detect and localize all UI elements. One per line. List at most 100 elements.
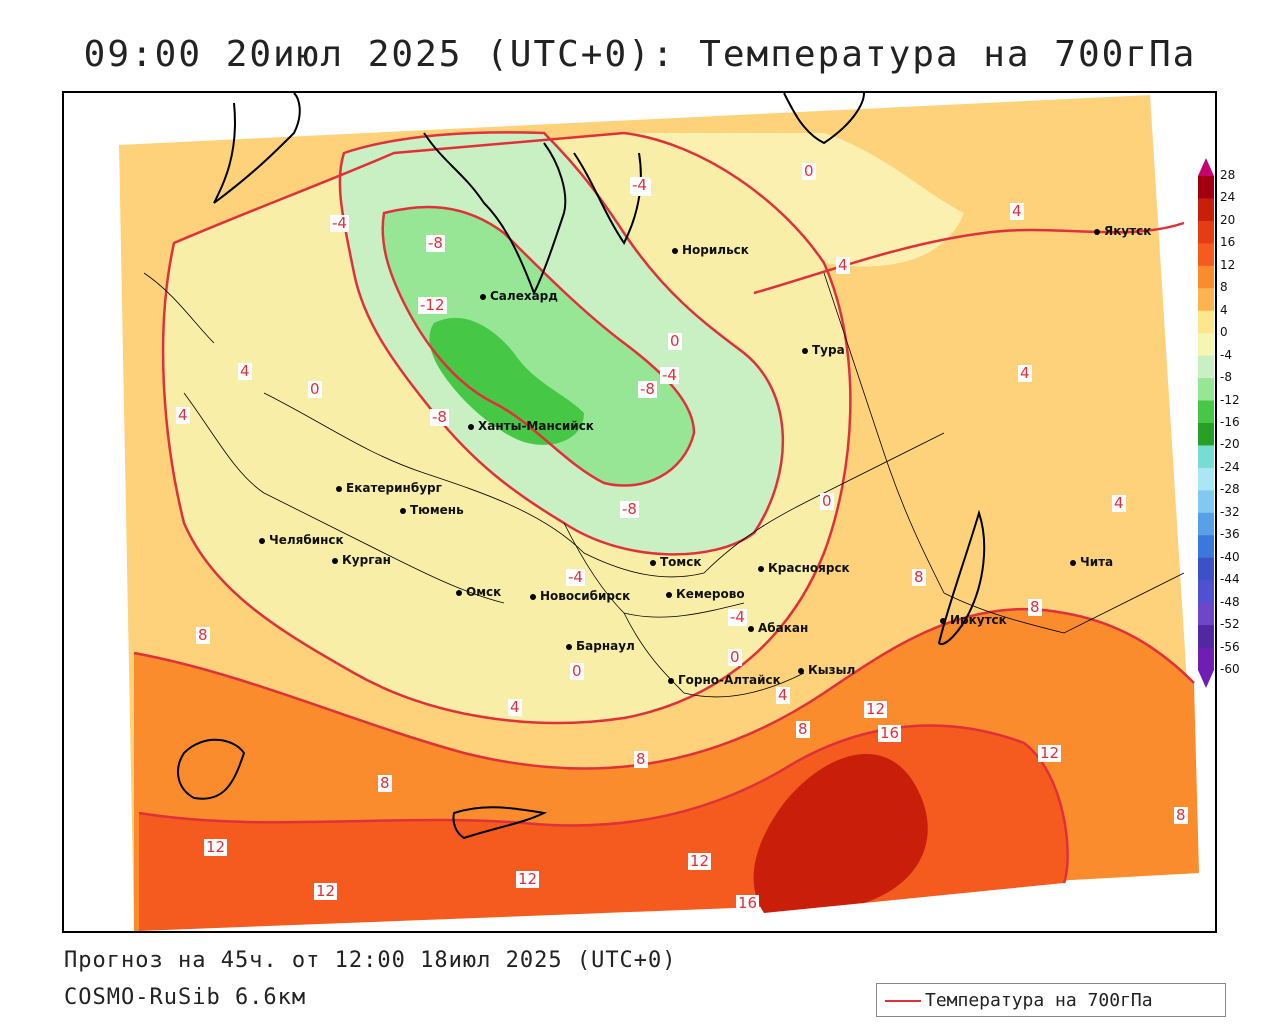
city-dot [456,589,462,596]
colorbar-tick-label: 4 [1220,302,1228,317]
colorbar-tick-label: -12 [1220,392,1240,407]
contour-label: 4 [1018,364,1032,382]
colorbar-tick-label: -48 [1220,594,1240,609]
colorbar-segment [1198,333,1214,357]
isotherm-minus4 [338,131,785,556]
colorbar-segment [1198,512,1214,536]
colorbar-segment [1198,647,1214,671]
city-tomsk: Томск [650,555,702,569]
city-barnaul: Барнаул [566,639,635,653]
contour-label: -12 [418,296,447,314]
contour-label: 4 [176,406,190,424]
colorbar-segment [1198,310,1214,334]
city-dot [940,617,946,624]
field-zone-16 [753,754,928,913]
city-novosibirsk: Новосибирск [530,589,630,603]
contour-label: 8 [912,568,926,586]
contour-label: 0 [570,662,584,680]
contour-label: 0 [308,380,322,398]
map-panel: Салехард Норильск Якутск Тура Ханты-Манс… [62,91,1217,933]
colorbar-segment [1198,243,1214,267]
colorbar-tick-label: 0 [1220,325,1228,340]
forecast-info: Прогноз на 45ч. от 12:00 18июл 2025 (UTC… [64,948,677,973]
city-dot [650,559,656,566]
contour-label: 4 [508,698,522,716]
city-dot [802,347,808,354]
colorbar-segment [1198,400,1214,424]
contour-label: 4 [238,362,252,380]
isotherm-0 [161,131,852,725]
colorbar-tick-label: -52 [1220,617,1240,632]
colorbar-top-arrow [1198,158,1214,176]
contour-label: -8 [638,380,657,398]
colorbar-segment [1198,625,1214,649]
colorbar-tick-label: -32 [1220,504,1240,519]
map-title: 09:00 20июл 2025 (UTC+0): Температура на… [83,34,1197,75]
colorbar-segment [1198,288,1214,312]
city-ekaterinburg: Екатеринбург [336,481,442,495]
colorbar-tick-label: 16 [1220,235,1236,250]
colorbar [1198,158,1214,688]
city-gorno-altaysk: Горно-Алтайск [668,673,781,687]
baikal-outline [937,509,986,645]
contour-label: -4 [330,214,349,232]
city-dot [468,423,474,430]
colorbar-tick-label: -4 [1220,347,1232,362]
colorbar-segment [1198,490,1214,514]
contour-label: 12 [204,838,228,856]
contour-label: 8 [796,720,810,738]
contour-label: 12 [688,852,712,870]
contour-label: 8 [1028,598,1042,616]
colorbar-segment [1198,220,1214,244]
contour-label: 12 [516,870,540,888]
isotherm-4 [753,221,1185,295]
colorbar-tick-label: -44 [1220,572,1240,587]
city-dot [798,667,804,674]
colorbar-tick-label: -8 [1220,370,1232,385]
city-dot [530,593,536,600]
city-dot [1094,228,1100,235]
contour-label: 4 [1010,202,1024,220]
colorbar-tick-label: -36 [1220,527,1240,542]
city-dot [748,625,754,632]
colorbar-segment [1198,265,1214,289]
colorbar-bottom-arrow [1198,670,1214,688]
contour-label: 8 [196,626,210,644]
city-omsk: Омск [456,585,501,599]
city-norilsk: Норильск [672,243,749,257]
legend-line-swatch [885,1000,921,1002]
contour-label: 16 [878,724,902,742]
contour-label: 16 [736,894,760,912]
colorbar-tick-label: 24 [1220,190,1236,205]
colorbar-segment [1198,557,1214,581]
city-chita: Чита [1070,555,1113,569]
city-dot [668,677,674,684]
city-tyumen: Тюмень [400,503,464,517]
field-zone-north [624,133,964,267]
city-abakan: Абакан [748,621,808,635]
city-dot [259,537,265,544]
model-info: COSMO-RuSib 6.6км [64,985,307,1010]
colorbar-tick-label: -56 [1220,639,1240,654]
contour-label: 0 [668,332,682,350]
caspian-outline [177,738,246,800]
city-khanty-mansiysk: Ханты-Мансийск [468,419,594,433]
field-zone-minus12 [429,317,584,445]
contour-label: 0 [728,648,742,666]
contour-label: 4 [1112,494,1126,512]
isotherm-12 [138,724,1069,884]
city-tura: Тура [802,343,845,357]
isotherms [133,131,1195,884]
city-dot [336,485,342,492]
city-kemerovo: Кемерово [666,587,745,601]
contour-label: 8 [1174,806,1188,824]
contour-label: 12 [314,882,338,900]
contour-label: -8 [430,408,449,426]
city-dot [758,565,764,572]
contour-label: -4 [566,568,585,586]
legend-box: Температура на 700гПа [876,983,1226,1017]
colorbar-tick-label: -60 [1220,662,1240,676]
colorbar-segment [1198,176,1214,199]
city-kyzyl: Кызыл [798,663,855,677]
contour-label: -8 [426,234,445,252]
